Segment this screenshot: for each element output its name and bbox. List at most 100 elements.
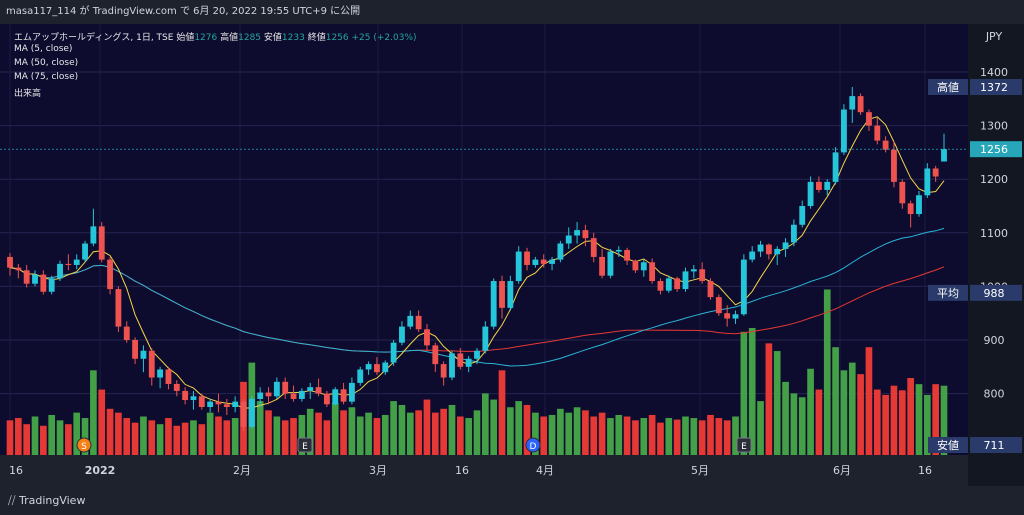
- split-marker-icon: [76, 437, 92, 453]
- candle: [540, 254, 547, 268]
- volume-bar: [565, 412, 573, 455]
- volume-bar: [815, 389, 823, 455]
- volume-bar: [590, 416, 598, 455]
- legend-volume[interactable]: 出来高: [14, 89, 42, 99]
- volume-bar: [148, 420, 156, 455]
- candle-body: [857, 96, 864, 113]
- candle-body: [932, 168, 939, 177]
- volume-bar: [715, 418, 723, 455]
- volume-bar: [165, 418, 172, 455]
- candle: [415, 310, 422, 332]
- candle: [916, 190, 922, 217]
- volume-bar: [365, 412, 372, 455]
- candle: [907, 200, 914, 228]
- candle: [48, 275, 55, 295]
- candle-body: [765, 244, 772, 255]
- candle-body: [490, 281, 497, 327]
- candle: [532, 256, 539, 268]
- candle-body: [7, 256, 13, 268]
- candle-body: [173, 383, 180, 391]
- candle: [232, 396, 239, 413]
- candle-body: [782, 242, 789, 249]
- candle: [674, 276, 681, 292]
- candle-body: [365, 364, 372, 370]
- candle-body: [482, 326, 489, 351]
- candle: [724, 305, 731, 327]
- volume-bar: [840, 370, 848, 455]
- volume-bar: [573, 407, 581, 455]
- volume-bar: [632, 420, 639, 455]
- volume-bar: [648, 414, 656, 455]
- price-tick: 1300: [980, 120, 1008, 133]
- legend-low-value: 1233: [281, 33, 305, 43]
- candle-body: [699, 269, 706, 282]
- candle: [449, 350, 455, 381]
- candle: [557, 240, 564, 263]
- candle: [640, 259, 647, 277]
- tradingview-logo[interactable]: ⧸⧸ TradingView: [8, 494, 85, 508]
- legend-ma75[interactable]: MA (75, close): [14, 72, 79, 82]
- candle: [824, 179, 831, 196]
- candle-body: [891, 149, 897, 182]
- time-tick: 16: [455, 464, 469, 477]
- candle: [749, 246, 756, 263]
- price-tick: 800: [984, 388, 1005, 401]
- candle-body: [165, 369, 172, 384]
- candle-body: [824, 181, 831, 190]
- candle: [607, 248, 614, 279]
- candle: [207, 398, 214, 413]
- candle-body: [215, 401, 222, 405]
- candle: [849, 87, 856, 123]
- candle: [774, 246, 781, 265]
- volume-bar: [615, 414, 623, 455]
- candle: [115, 286, 122, 332]
- candle-body: [615, 249, 622, 252]
- low-tag-label: 安値: [937, 438, 959, 452]
- candle: [90, 208, 97, 247]
- candle: [282, 377, 289, 399]
- legend-ma50[interactable]: MA (50, close): [14, 58, 79, 68]
- candle-body: [657, 281, 664, 291]
- volume-bar: [498, 370, 506, 455]
- candle: [632, 259, 639, 273]
- volume-bar: [673, 419, 681, 455]
- volume-bar: [832, 347, 839, 455]
- low-tag-label-box: [928, 437, 968, 453]
- candle-body: [98, 226, 105, 260]
- volume-bar: [98, 389, 106, 455]
- candle-body: [807, 181, 814, 206]
- volume-bar: [65, 424, 72, 455]
- candle: [590, 232, 597, 263]
- price-tick: 1200: [980, 173, 1008, 186]
- candle-body: [123, 326, 130, 340]
- currency-label: JPY: [985, 30, 1003, 43]
- candle-body: [715, 297, 722, 314]
- candle-body: [682, 271, 689, 290]
- earnings-marker-icon: [297, 437, 313, 453]
- candle: [657, 278, 664, 295]
- time-tick: 6月: [833, 464, 851, 477]
- time-axis: 16 2022 2月 3月 16 4月 5月 6月 16: [0, 455, 968, 486]
- event-marker-label: S: [81, 442, 87, 452]
- candle: [941, 133, 947, 162]
- candlestick-chart[interactable]: JPY14001300120011001000900800 1620222月3月…: [0, 24, 1024, 486]
- candle: [899, 179, 906, 209]
- candle-body: [90, 226, 97, 244]
- candle: [182, 387, 189, 405]
- volume-bar: [456, 416, 464, 455]
- candle: [815, 176, 822, 193]
- volume-bar: [557, 408, 564, 455]
- candle-body: [82, 243, 88, 260]
- dividend-marker-icon: [525, 437, 541, 453]
- high-tag-label-box: [928, 79, 968, 96]
- candle-body: [40, 274, 47, 292]
- candle-body: [557, 243, 564, 260]
- volume-bar: [582, 410, 589, 455]
- candle-body: [899, 181, 906, 204]
- candle: [82, 240, 88, 263]
- last-price-tag: 1256: [970, 141, 1022, 158]
- legend-ma5[interactable]: MA (5, close): [14, 44, 73, 54]
- candle: [399, 321, 405, 346]
- candle: [273, 377, 280, 399]
